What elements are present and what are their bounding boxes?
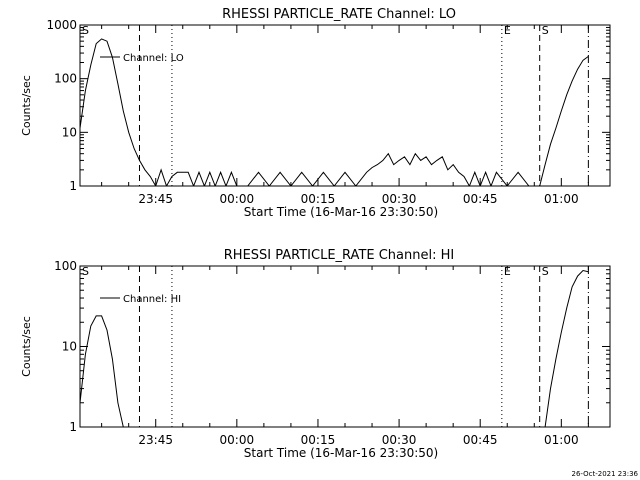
chart-title: RHESSI PARTICLE_RATE Channel: HI <box>224 248 454 263</box>
y-tick-label: 10 <box>62 340 77 354</box>
x-tick-label: 00:30 <box>382 433 417 447</box>
x-tick-label: 01:00 <box>544 192 579 206</box>
x-tick-label: 23:45 <box>138 433 173 447</box>
plot-frame <box>79 24 611 187</box>
x-tick-label: 23:45 <box>138 192 173 206</box>
x-tick-label: 00:15 <box>301 433 336 447</box>
x-tick-label: 00:45 <box>463 192 498 206</box>
hi-channel-panel: RHESSI PARTICLE_RATE Channel: HI Counts/s… <box>20 248 611 460</box>
y-tick-label: 1 <box>69 420 77 434</box>
event-marker-label: E <box>504 265 511 278</box>
x-tick-label: 00:45 <box>463 433 498 447</box>
legend-label: Channel: HI <box>123 294 181 305</box>
event-marker-label: E <box>504 24 511 37</box>
x-tick-label: 00:00 <box>220 192 255 206</box>
plot-timestamp: 26-Oct-2021 23:36 <box>572 470 639 478</box>
x-tick-label: 01:00 <box>544 433 579 447</box>
rate-series-line <box>80 269 589 427</box>
plot-frame <box>79 265 611 428</box>
x-tick-label: 00:15 <box>301 192 336 206</box>
x-tick-label: 00:00 <box>220 433 255 447</box>
chart-title: RHESSI PARTICLE_RATE Channel: LO <box>222 7 456 22</box>
y-tick-label: 100 <box>54 72 77 86</box>
y-axis-label: Counts/sec <box>20 75 33 136</box>
y-tick-label: 1000 <box>46 18 77 32</box>
y-axis-label: Counts/sec <box>20 316 33 377</box>
x-tick-label: 00:30 <box>382 192 417 206</box>
y-tick-label: 100 <box>54 259 77 273</box>
lo-channel-panel: RHESSI PARTICLE_RATE Channel: LO Counts/s… <box>20 7 611 219</box>
event-marker-label: S <box>82 24 89 37</box>
legend-label: Channel: LO <box>123 53 184 64</box>
y-tick-label: 10 <box>62 125 77 139</box>
event-marker-label: S <box>82 265 89 278</box>
x-axis-label: Start Time (16-Mar-16 23:30:50) <box>244 205 438 219</box>
y-tick-label: 1 <box>69 179 77 193</box>
x-axis-label: Start Time (16-Mar-16 23:30:50) <box>244 446 438 460</box>
event-marker-label: S <box>542 24 549 37</box>
event-marker-label: S <box>542 265 549 278</box>
rate-series-line <box>80 38 589 186</box>
